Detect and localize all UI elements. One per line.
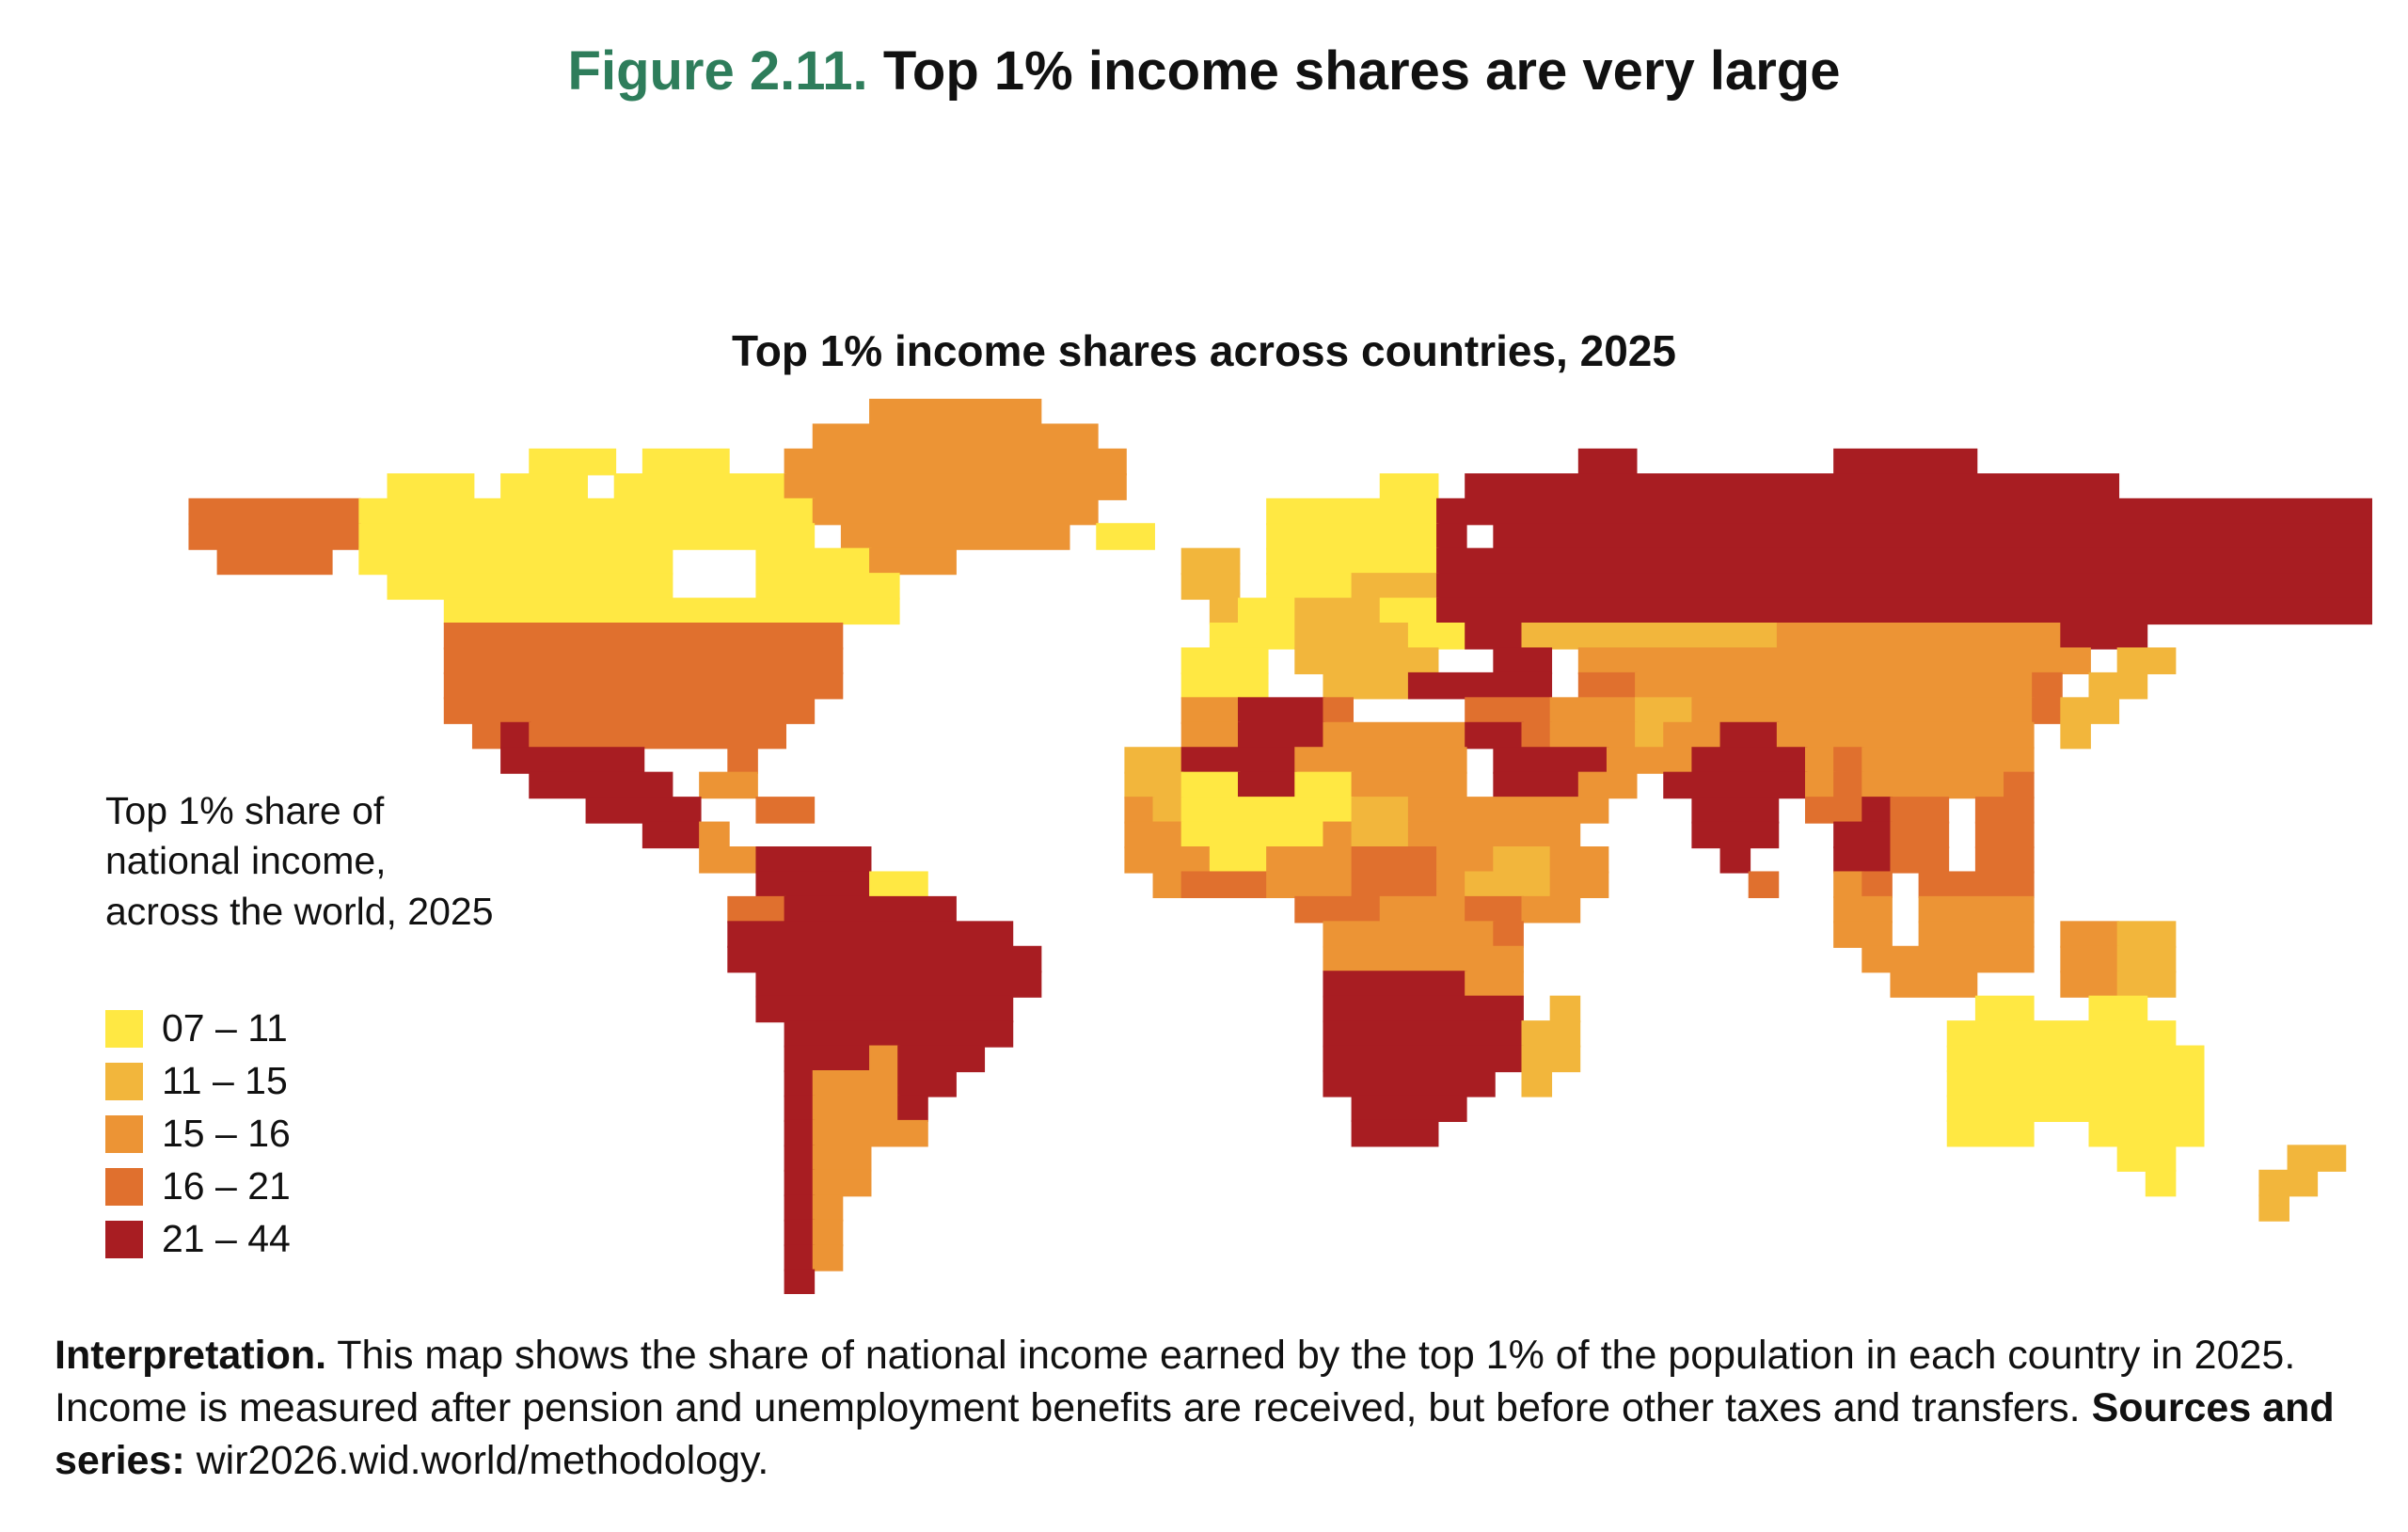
figure-title: Figure 2.11. Top 1% income shares are ve…	[0, 39, 2408, 103]
legend-label: 15 – 16	[162, 1112, 291, 1155]
legend-swatch-5	[105, 1220, 143, 1258]
map-area	[103, 399, 2372, 1294]
interpretation-text: This map shows the share of national inc…	[55, 1333, 2296, 1430]
legend-label: 21 – 44	[162, 1217, 291, 1260]
legend-label: 16 – 21	[162, 1164, 291, 1208]
interpretation-paragraph: Interpretation. This map shows the share…	[55, 1330, 2359, 1488]
legend-swatch-1	[105, 1009, 143, 1048]
interpretation-label: Interpretation.	[55, 1333, 327, 1378]
legend-label: 11 – 15	[162, 1059, 288, 1102]
legend-item: 07 – 11	[105, 1006, 291, 1050]
legend-swatch-4	[105, 1167, 143, 1206]
legend-item: 16 – 21	[105, 1164, 291, 1208]
legend-title: Top 1% share of national income, across …	[105, 789, 494, 933]
world-choropleth-map	[188, 399, 2372, 1294]
figure-label: Figure 2.11.	[567, 40, 868, 102]
legend-item: 21 – 44	[105, 1217, 291, 1261]
sources-text: wir2026.wid.world/methodology.	[184, 1437, 769, 1483]
legend-item: 11 – 15	[105, 1059, 291, 1103]
legend-swatch-3	[105, 1114, 143, 1153]
legend-swatch-2	[105, 1062, 143, 1100]
sources-label: Sources and series:	[55, 1384, 2335, 1483]
legend-label: 07 – 11	[162, 1006, 288, 1050]
map-title: Top 1% income shares across countries, 2…	[732, 326, 1676, 375]
legend-item: 15 – 16	[105, 1112, 291, 1156]
legend: 07 – 11 11 – 15 15 – 16 16 – 21 21 – 44	[105, 1006, 291, 1261]
figure-title-text: Top 1% income shares are very large	[882, 40, 1841, 102]
